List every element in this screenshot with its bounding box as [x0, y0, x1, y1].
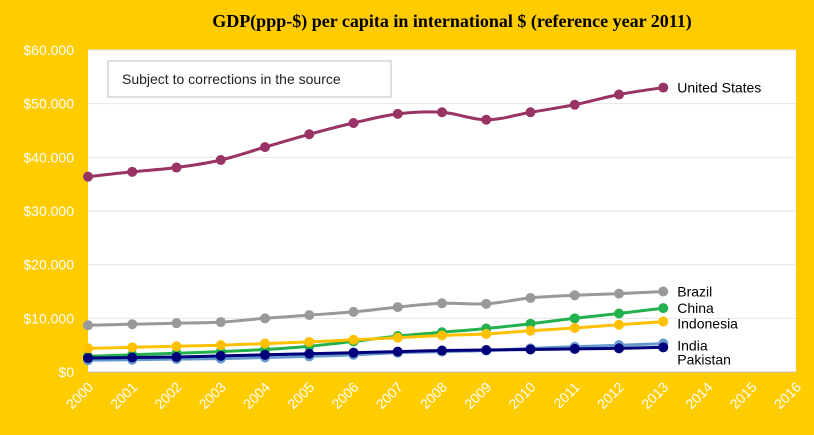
- data-point-pakistan: [171, 351, 182, 362]
- data-point-indonesia: [348, 334, 359, 345]
- data-point-united-states: [83, 171, 93, 182]
- series-label-india: India: [677, 338, 708, 354]
- series-indonesia: [83, 316, 669, 354]
- data-point-indonesia: [481, 328, 492, 339]
- data-point-china: [569, 313, 580, 324]
- data-point-indonesia: [304, 336, 315, 347]
- data-point-indonesia: [215, 340, 226, 351]
- data-point-indonesia: [83, 343, 93, 354]
- data-point-pakistan: [525, 344, 536, 355]
- data-point-united-states: [127, 166, 138, 177]
- series-label-china: China: [677, 300, 714, 316]
- data-point-united-states: [171, 162, 182, 173]
- data-point-pakistan: [392, 346, 403, 357]
- series-brazil: [83, 286, 669, 331]
- data-point-pakistan: [658, 342, 669, 353]
- data-point-indonesia: [525, 325, 536, 336]
- data-point-united-states: [215, 155, 226, 166]
- series-label-brazil: Brazil: [677, 284, 712, 300]
- data-point-brazil: [481, 298, 492, 309]
- data-point-pakistan: [304, 348, 315, 359]
- note-box-frame: [107, 60, 392, 98]
- data-point-pakistan: [127, 352, 138, 363]
- data-point-china: [614, 308, 624, 319]
- chart-title: GDP(ppp-$) per capita in international $…: [212, 11, 692, 32]
- data-point-brazil: [348, 306, 359, 317]
- data-point-united-states: [569, 99, 580, 110]
- note-box: Subject to corrections in the source: [107, 60, 392, 98]
- data-point-indonesia: [437, 330, 447, 341]
- data-point-pakistan: [481, 344, 492, 355]
- data-point-brazil: [127, 319, 138, 330]
- data-point-brazil: [83, 320, 93, 331]
- data-point-united-states: [437, 107, 447, 118]
- y-tick-label: $50.000: [23, 96, 74, 112]
- y-tick-label: $40.000: [23, 149, 74, 165]
- data-point-indonesia: [260, 338, 270, 349]
- data-point-pakistan: [437, 345, 447, 356]
- data-point-united-states: [304, 129, 315, 140]
- data-point-united-states: [658, 82, 669, 93]
- data-point-brazil: [658, 286, 669, 297]
- y-axis-ticks: $0 $10.000 $20.000 $30.000 $40.000 $50.000 $60…: [23, 42, 74, 380]
- data-point-united-states: [392, 108, 403, 119]
- data-point-pakistan: [215, 350, 226, 361]
- data-point-indonesia: [614, 319, 624, 330]
- data-point-indonesia: [569, 322, 580, 333]
- data-point-china: [525, 318, 536, 329]
- data-point-brazil: [215, 317, 226, 328]
- data-point-brazil: [569, 290, 580, 301]
- y-tick-label: $10.000: [23, 310, 74, 326]
- series-label-indonesia: Indonesia: [677, 316, 738, 332]
- data-point-pakistan: [260, 349, 270, 360]
- data-point-china: [658, 303, 669, 314]
- data-point-brazil: [525, 292, 536, 303]
- data-point-brazil: [392, 302, 403, 313]
- y-tick-label: $0: [58, 364, 74, 380]
- note-text: Subject to corrections in the source: [122, 71, 341, 87]
- y-tick-label: $20.000: [23, 257, 74, 273]
- series-united-states: [83, 82, 669, 182]
- data-point-united-states: [614, 89, 624, 100]
- data-point-indonesia: [127, 342, 138, 353]
- data-point-united-states: [348, 117, 359, 128]
- series-pakistan: [83, 342, 669, 364]
- data-point-united-states: [525, 107, 536, 118]
- data-point-united-states: [260, 142, 270, 153]
- y-tick-label: $60.000: [23, 42, 74, 58]
- data-point-indonesia: [392, 332, 403, 343]
- series-label-pakistan: Pakistan: [677, 351, 731, 367]
- y-tick-label: $30.000: [23, 203, 74, 219]
- data-point-brazil: [614, 288, 624, 299]
- data-point-brazil: [260, 313, 270, 324]
- data-point-brazil: [171, 318, 182, 329]
- data-point-indonesia: [171, 341, 182, 352]
- data-point-pakistan: [614, 343, 624, 354]
- series-label-united-states: United States: [677, 80, 761, 96]
- data-point-brazil: [437, 298, 447, 309]
- data-point-brazil: [304, 310, 315, 321]
- series-layer: [83, 82, 669, 366]
- data-point-pakistan: [348, 347, 359, 358]
- gridlines: [88, 49, 796, 373]
- data-point-pakistan: [83, 353, 93, 364]
- data-point-indonesia: [658, 316, 669, 327]
- data-point-united-states: [481, 114, 492, 125]
- data-point-pakistan: [569, 343, 580, 354]
